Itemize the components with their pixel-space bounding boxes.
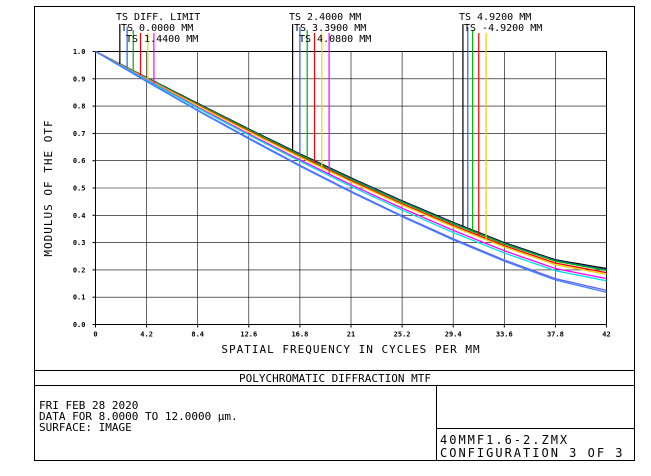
legend-markers	[119, 24, 487, 240]
x-axis-label: SPATIAL FREQUENCY IN CYCLES PER MM	[221, 343, 480, 356]
x-tick-label: 16.8	[291, 331, 308, 339]
y-tick-label: 0.6	[73, 157, 86, 165]
lens-file-name: 40MMF1.6-2.ZMX	[440, 433, 569, 447]
configuration-label: CONFIGURATION 3 OF 3	[440, 446, 625, 460]
x-tick-label: 21	[347, 331, 355, 339]
report-date: FRI FEB 28 2020	[39, 399, 138, 412]
legend-label: TS 4.0800 MM	[299, 34, 371, 45]
legend-label: TS -4.9200 MM	[464, 23, 542, 34]
legend-label: TS 0.0000 MM	[121, 23, 193, 34]
surface-label: SURFACE: IMAGE	[39, 421, 132, 434]
y-tick-label: 0.0	[73, 321, 86, 329]
chart-title: POLYCHROMATIC DIFFRACTION MTF	[239, 372, 431, 385]
mtf-series-line-4	[95, 50, 607, 275]
legend-label: TS 2.4000 MM	[289, 12, 361, 23]
y-tick-label: 1.0	[73, 48, 86, 56]
legend-label: TS DIFF. LIMIT	[116, 12, 200, 23]
x-tick-label: 37.8	[547, 331, 564, 339]
legend-label: TS 3.3900 MM	[294, 23, 366, 34]
y-tick-label: 0.8	[73, 103, 86, 111]
x-tick-label: 42	[602, 331, 610, 339]
legend-label: TS 4.9200 MM	[459, 12, 531, 23]
legend-label: TS 1.4400 MM	[126, 34, 198, 45]
outer-frame	[34, 6, 635, 461]
y-tick-label: 0.7	[73, 130, 86, 138]
x-tick-label: 25.2	[394, 331, 411, 339]
x-tick-label: 33.6	[496, 331, 513, 339]
y-tick-label: 0.5	[73, 185, 86, 193]
mtf-series-line-8	[95, 50, 607, 293]
y-tick-label: 0.9	[73, 75, 86, 83]
data-range: DATA FOR 8.0000 TO 12.0000 µm.	[39, 410, 238, 423]
x-tick-label: 29.4	[445, 331, 462, 339]
mtf-series	[95, 50, 607, 293]
x-tick-label: 8.4	[191, 331, 204, 339]
x-tick-label: 4.2	[140, 331, 153, 339]
x-tick-labels: 0 4.2 8.4 12.6 16.8 21 25.2 29.4 33.6 37.8 42	[93, 331, 610, 339]
mtf-series-line-6	[95, 50, 607, 282]
y-tick-label: 0.2	[73, 266, 86, 274]
y-tick-label: 0.1	[73, 294, 86, 302]
x-tick-label: 0	[93, 331, 97, 339]
y-axis-label: MODULUS OF THE OTF	[42, 119, 55, 256]
y-tick-label: 0.4	[73, 212, 86, 220]
grid-lines	[92, 51, 607, 328]
y-tick-labels: 0.0 0.1 0.2 0.3 0.4 0.5 0.6 0.7 0.8 0.9 1.0	[73, 48, 86, 329]
y-tick-label: 0.3	[73, 239, 86, 247]
x-tick-label: 12.6	[240, 331, 257, 339]
